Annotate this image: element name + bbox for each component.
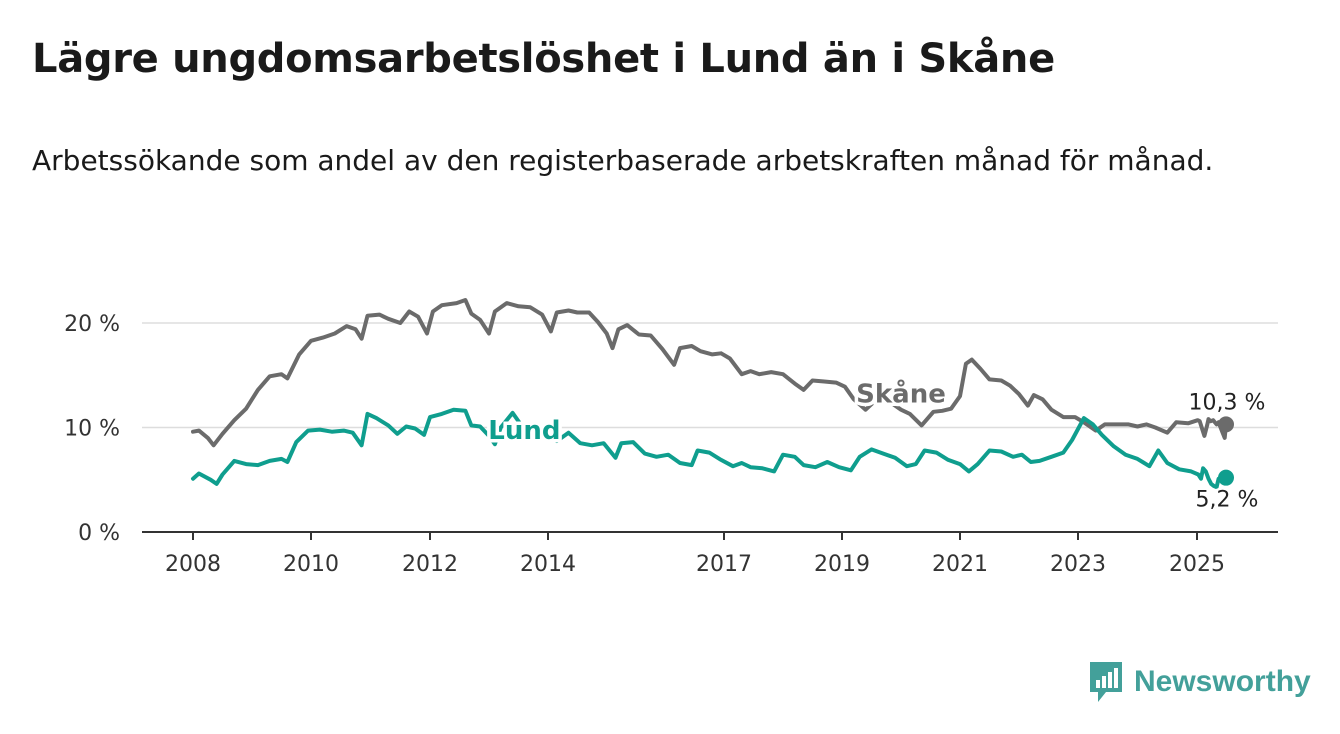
x-tick-label: 2019 — [814, 552, 870, 577]
series-line-sk-ne — [191, 298, 1228, 448]
x-tick-label: 2021 — [932, 552, 988, 577]
x-tick-labels: 2008 2010 2012 2014 2017 2019 2021 2023 2025 — [165, 532, 1225, 577]
y-tick-label: 20 % — [64, 312, 120, 337]
x-tick-label: 2017 — [696, 552, 752, 577]
x-tick-label: 2025 — [1169, 552, 1225, 577]
line-chart: 0 % 10 % 20 % 2008 2010 2012 2014 2017 2019 2021… — [64, 298, 1278, 577]
series-name-label-lund: Lund — [488, 416, 560, 446]
y-tick-label: 10 % — [64, 417, 120, 442]
x-tick-label: 2014 — [520, 552, 576, 577]
series-labels: 10,3 % Skåne 5,2 % Lund — [485, 374, 1268, 515]
x-tick-label: 2008 — [165, 552, 221, 577]
newsworthy-logo: Newsworthy — [1088, 660, 1311, 704]
end-value-label-sk-ne: 10,3 % — [1189, 390, 1266, 415]
chart-title: Lägre ungdomsarbetslöshet i Lund än i Sk… — [32, 36, 1055, 82]
series-lines — [191, 298, 1234, 490]
x-tick-label: 2010 — [283, 552, 339, 577]
y-tick-label: 0 % — [78, 521, 120, 546]
end-point-sk-ne — [1218, 416, 1234, 433]
series-name-label-sk-ne: Skåne — [856, 377, 946, 409]
bar-chart-logo-icon — [1090, 662, 1122, 702]
end-point-lund — [1218, 469, 1234, 486]
x-tick-label: 2023 — [1050, 552, 1106, 577]
y-tick-labels: 0 % 10 % 20 % — [64, 312, 120, 546]
brand-name: Newsworthy — [1134, 665, 1311, 698]
series-line-lund — [191, 407, 1228, 490]
end-value-label-lund: 5,2 % — [1196, 488, 1259, 513]
x-tick-label: 2012 — [402, 552, 458, 577]
chart-subtitle: Arbetssökande som andel av den registerb… — [32, 144, 1214, 177]
